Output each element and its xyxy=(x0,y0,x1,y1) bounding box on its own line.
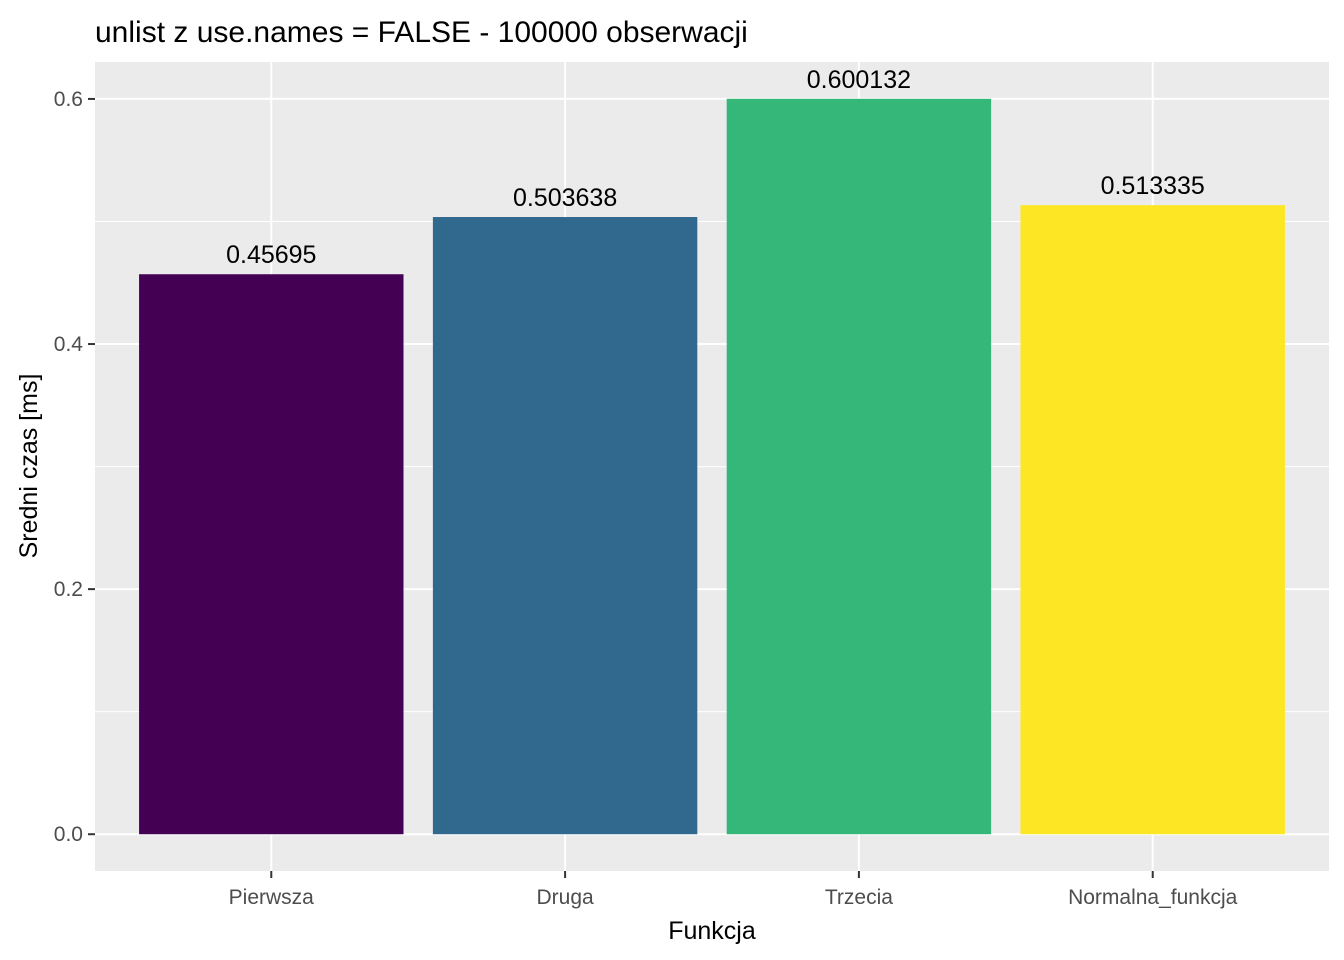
bar-value-label: 0.45695 xyxy=(226,241,316,269)
bar-value-label: 0.513335 xyxy=(1101,172,1205,200)
bar-labels: 0.45695 0.503638 0.600132 0.513335 xyxy=(226,66,1205,269)
bars xyxy=(139,98,1285,835)
y-tick-label: 0.4 xyxy=(54,333,84,356)
bar-druga xyxy=(432,217,698,835)
bar-value-label: 0.503638 xyxy=(513,184,617,212)
bar-trzecia xyxy=(726,98,992,835)
x-tick-label: Trzecia xyxy=(825,886,893,909)
y-tick-label: 0.6 xyxy=(54,88,83,111)
y-axis-title: Sredni czas [ms] xyxy=(15,374,43,559)
x-tick-label: Normalna_funkcja xyxy=(1068,886,1238,909)
bar-pierwsza xyxy=(139,274,404,835)
y-tick-label: 0.0 xyxy=(54,823,83,846)
x-axis: Pierwsza Druga Trzecia Normalna_funkcja xyxy=(229,871,1238,909)
y-axis: 0.0 0.2 0.4 0.6 xyxy=(54,88,95,846)
bar-value-label: 0.600132 xyxy=(807,66,911,94)
y-tick-label: 0.2 xyxy=(54,578,83,601)
x-tick-label: Pierwsza xyxy=(229,886,315,909)
chart-title: unlist z use.names = FALSE - 100000 obse… xyxy=(95,16,748,49)
x-axis-title: Funkcja xyxy=(668,917,756,945)
bar-normalna_funkcja xyxy=(1020,205,1285,835)
x-tick-label: Druga xyxy=(536,886,594,909)
